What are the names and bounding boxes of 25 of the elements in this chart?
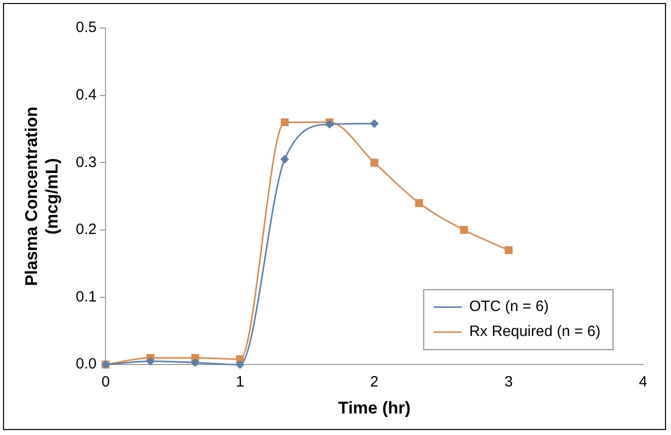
x-axis-title: Time (hr) — [338, 398, 411, 418]
y-tick-label: 0.4 — [76, 86, 97, 104]
point — [280, 118, 289, 126]
x-tick-label: 3 — [504, 374, 513, 391]
x-tick-label: 4 — [638, 374, 648, 391]
y-axis-title: Plasma Concentration (mcg/mL) — [22, 106, 62, 286]
point — [370, 119, 378, 128]
point — [236, 360, 244, 369]
y-tick-label: 0.3 — [76, 154, 97, 171]
point — [280, 155, 289, 164]
point — [191, 358, 200, 367]
point — [460, 226, 468, 234]
x-tick-label: 1 — [236, 374, 244, 391]
y-tick-label: 0.5 — [76, 19, 97, 36]
point — [370, 158, 378, 167]
legend-label: Rx Required (n = 6) — [469, 323, 601, 340]
x-tick-label: 0 — [101, 374, 110, 391]
y-tick-label: 0.1 — [76, 288, 97, 306]
point — [504, 246, 513, 254]
point — [415, 199, 423, 207]
y-tick-label: 0.0 — [76, 356, 97, 373]
point — [146, 357, 154, 366]
y-tick-label: 0.2 — [76, 221, 97, 238]
legend-label: OTC (n = 6) — [469, 298, 549, 316]
x-tick-label: 2 — [370, 374, 378, 391]
